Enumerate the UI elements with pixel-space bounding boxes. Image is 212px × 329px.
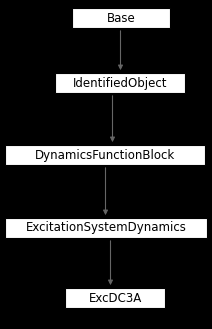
FancyBboxPatch shape	[72, 8, 170, 28]
FancyBboxPatch shape	[65, 288, 165, 308]
Text: DynamicsFunctionBlock: DynamicsFunctionBlock	[35, 148, 175, 162]
FancyBboxPatch shape	[5, 218, 207, 238]
Text: ExcitationSystemDynamics: ExcitationSystemDynamics	[26, 221, 186, 235]
FancyBboxPatch shape	[5, 145, 205, 165]
Text: IdentifiedObject: IdentifiedObject	[73, 77, 167, 89]
FancyBboxPatch shape	[55, 73, 185, 93]
Text: ExcDC3A: ExcDC3A	[88, 291, 142, 305]
Text: Base: Base	[107, 12, 135, 24]
